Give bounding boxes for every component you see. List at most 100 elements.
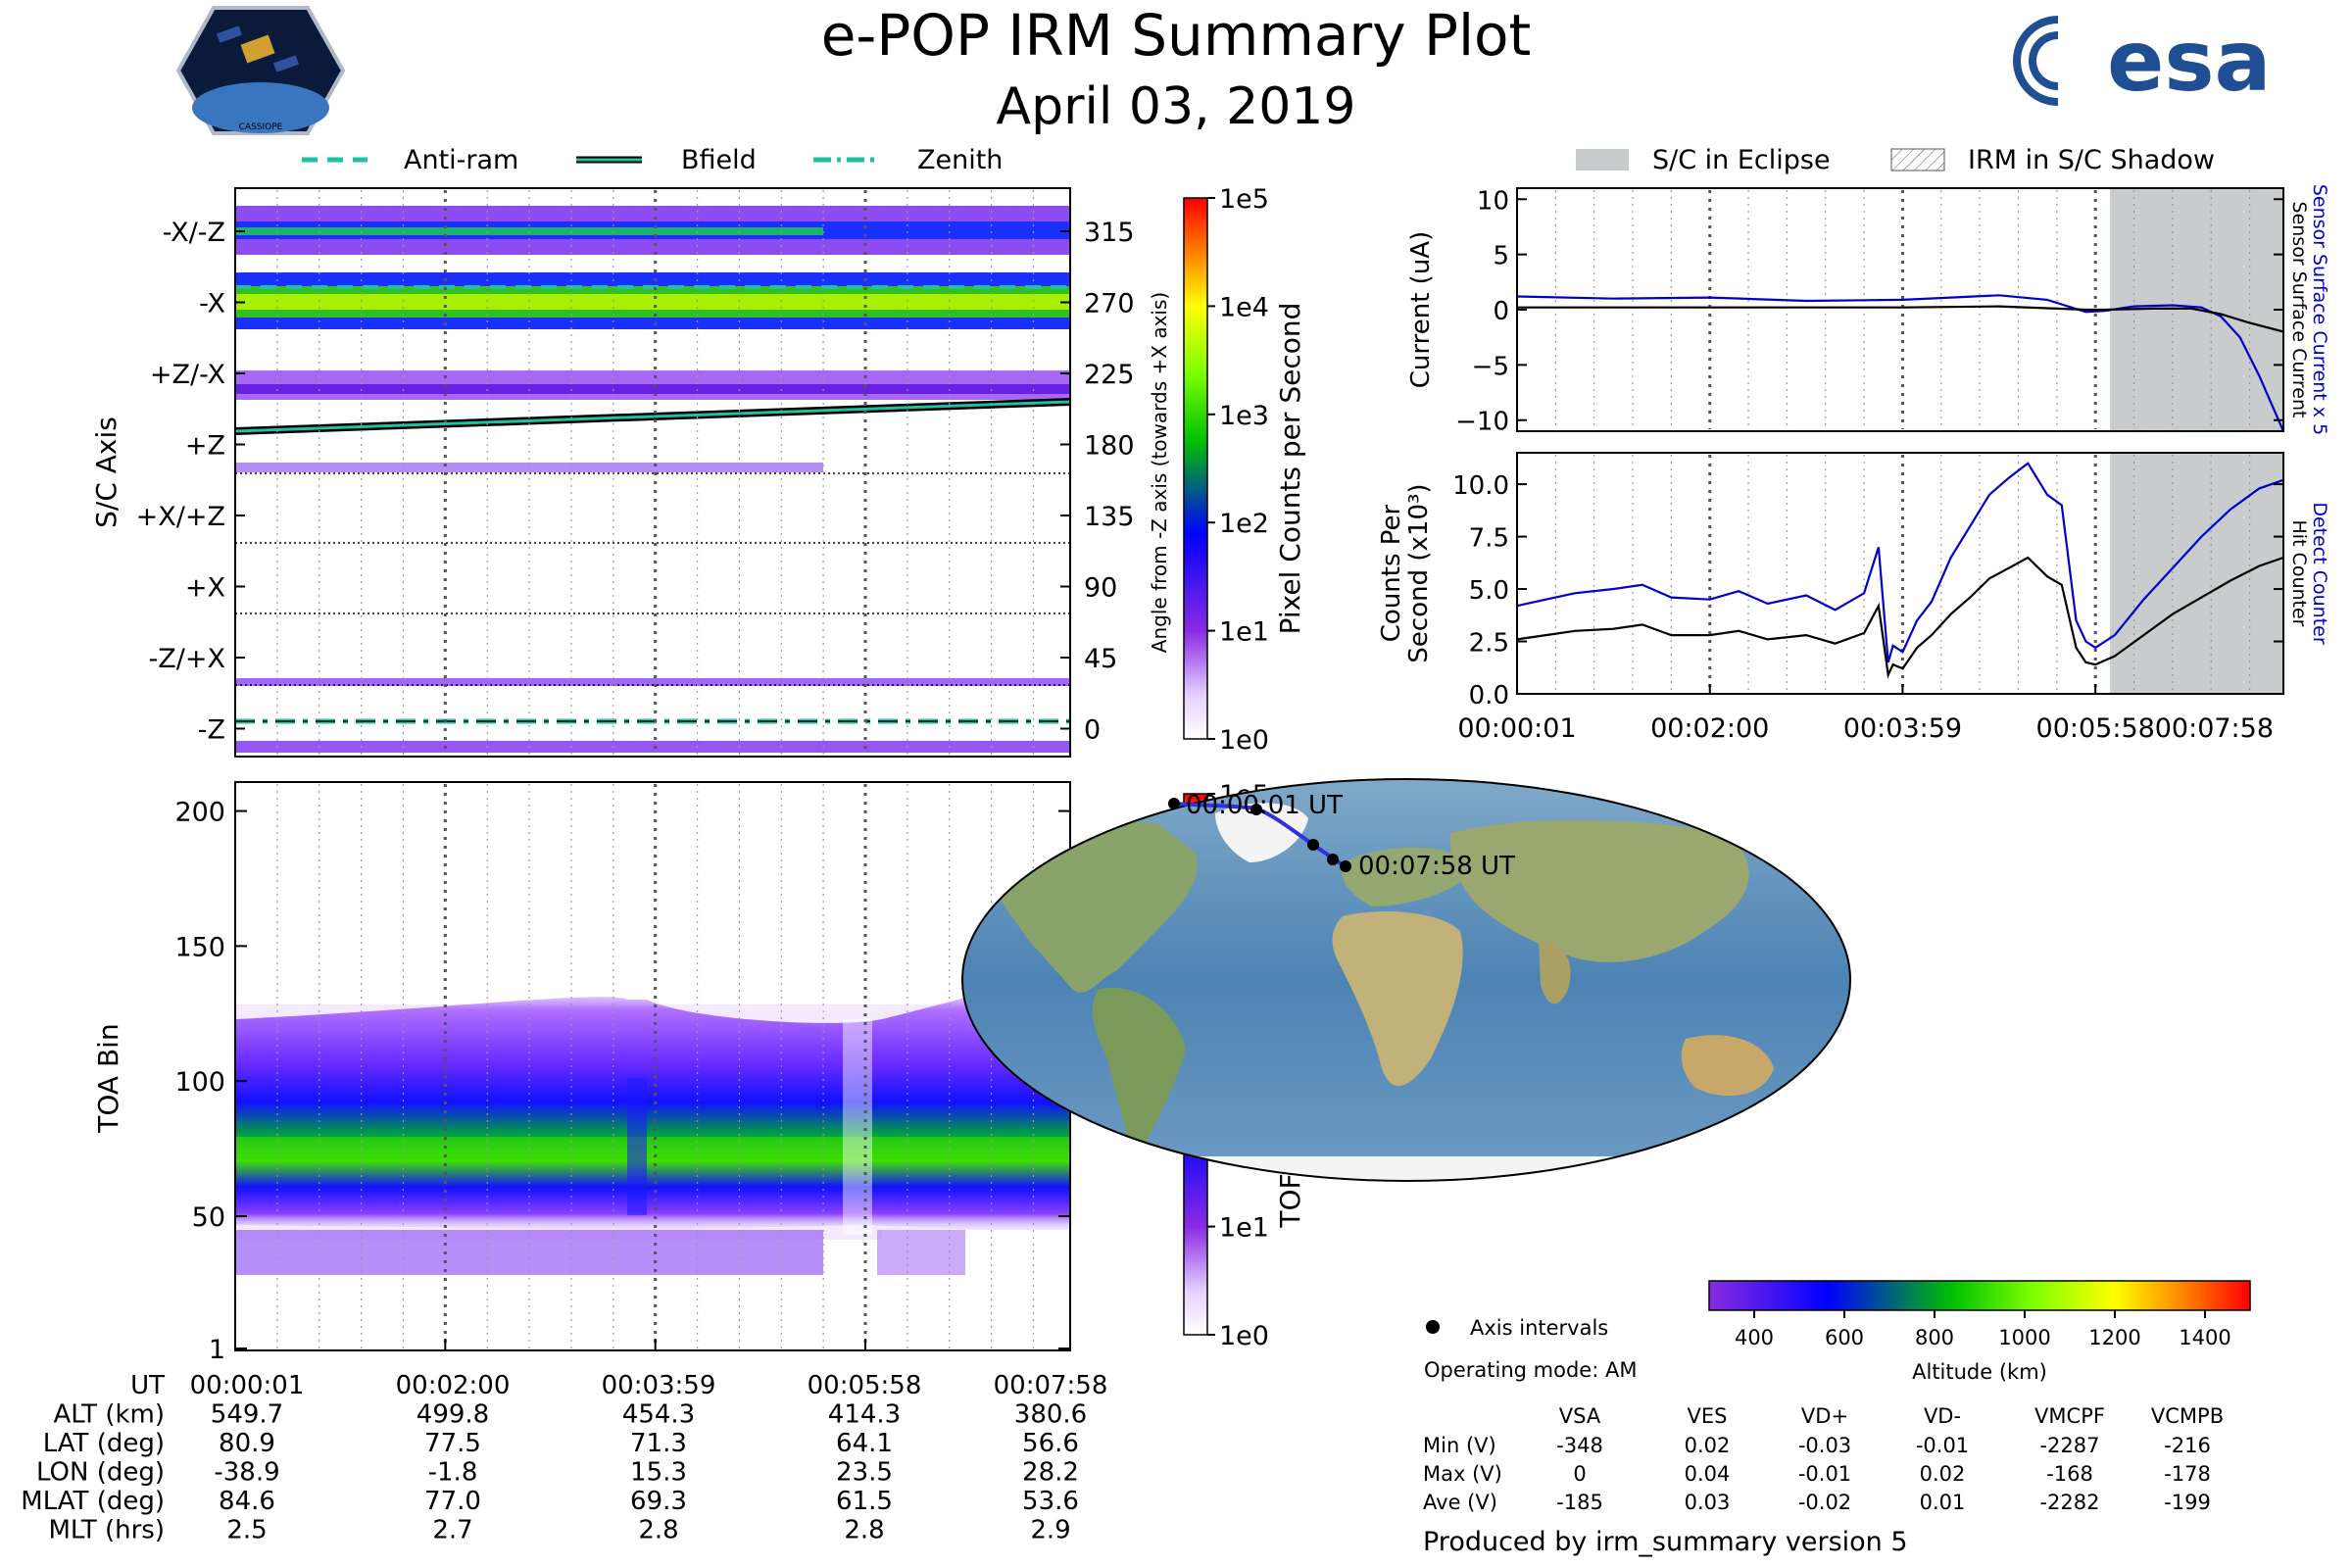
altitude-tick-label: 600 — [1825, 1326, 1864, 1349]
operating-mode-label: Operating mode: AM — [1424, 1358, 1637, 1382]
pixel-panel-category-label: -Z — [198, 715, 225, 746]
voltage-cell: -216 — [2164, 1434, 2211, 1457]
tof-ytick-label: 1 — [209, 1335, 225, 1365]
param-row-label: ALT (km) — [53, 1400, 165, 1430]
pixel-panel-angle-label: 315 — [1084, 218, 1135, 248]
voltage-cell: 0.04 — [1685, 1462, 1731, 1486]
voltage-cell: -168 — [2046, 1462, 2093, 1486]
antarctica-landmass — [962, 1156, 1850, 1181]
voltage-cell: -2287 — [2039, 1434, 2099, 1457]
colorbar-tick-label: 1e2 — [1219, 509, 1269, 539]
param-cell: 00:07:58 — [994, 1371, 1108, 1400]
pixel-panel-angle-label: 90 — [1084, 573, 1117, 604]
param-row-label: MLT (hrs) — [49, 1516, 166, 1545]
track-point — [1250, 804, 1262, 815]
altitude-tick-label: 400 — [1735, 1326, 1774, 1349]
param-cell: 00:05:58 — [808, 1371, 922, 1400]
param-cell: 61.5 — [836, 1487, 893, 1516]
param-cell: 2.9 — [1030, 1516, 1070, 1545]
param-cell: 2.8 — [844, 1516, 884, 1545]
voltage-cell: 0.02 — [1920, 1462, 1966, 1486]
param-cell: 2.8 — [638, 1516, 678, 1545]
pixel-panel-ylabel: S/C Axis — [90, 416, 122, 528]
ytick-label: 2.5 — [1469, 629, 1509, 659]
param-cell: 53.6 — [1022, 1487, 1079, 1516]
australia-landmass — [1681, 1035, 1774, 1097]
param-row-label: LON (deg) — [36, 1458, 165, 1488]
param-cell: 549.7 — [211, 1400, 283, 1430]
param-cell: 23.5 — [836, 1458, 893, 1488]
param-cell: 00:02:00 — [396, 1371, 511, 1400]
bfield-line — [234, 400, 1071, 433]
pixel-panel-ylabel-right: Angle from -Z axis (towards +X axis) — [1148, 292, 1171, 653]
counts-panel — [1516, 452, 2284, 695]
colorbar-tick-label: 1e4 — [1219, 292, 1269, 322]
param-cell: 414.3 — [828, 1400, 901, 1430]
right-time-tick-label: 00:05:58 — [2036, 713, 2155, 744]
right-time-tick-label: 00:02:00 — [1650, 713, 1769, 744]
cassiope-logo: CASSIOPE — [175, 6, 346, 135]
ytick-label: 10 — [1477, 186, 1509, 216]
tof-panel-ylabel: TOA Bin — [92, 1023, 124, 1133]
axis-intervals-label: Axis intervals — [1470, 1316, 1608, 1340]
right-time-tick-label: 00:07:58 — [2155, 713, 2274, 744]
pixel-panel-angle-label: 225 — [1084, 360, 1135, 390]
counts-ylabel-line2: Second (x10³) — [1404, 483, 1434, 662]
series-line — [1516, 462, 2284, 663]
voltage-cell: -0.03 — [1798, 1434, 1851, 1457]
param-cell: 28.2 — [1022, 1458, 1079, 1488]
series-line — [1517, 305, 2284, 333]
voltage-column-header: VMCPF — [2034, 1404, 2105, 1428]
param-cell: 69.3 — [630, 1487, 687, 1516]
param-row-label: LAT (deg) — [43, 1429, 165, 1458]
track-point — [1307, 839, 1319, 851]
india-landmass — [1539, 941, 1571, 1004]
legend-bfield-label: Bfield — [681, 145, 757, 175]
pixel-panel-category-label: +Z/-X — [150, 360, 225, 390]
voltage-cell: 0.02 — [1685, 1434, 1731, 1457]
voltage-cell: -2282 — [2039, 1491, 2099, 1514]
south-america-landmass — [1092, 988, 1186, 1166]
axis-intervals-marker — [1426, 1320, 1440, 1334]
voltage-cell: 0.03 — [1685, 1491, 1731, 1514]
voltage-cell: -199 — [2164, 1491, 2211, 1514]
param-cell: 56.6 — [1022, 1429, 1079, 1458]
ytick-label: −10 — [1455, 408, 1509, 437]
voltage-column-header: VD+ — [1801, 1404, 1848, 1428]
pixel-heatmap-panel — [233, 187, 1072, 758]
esa-logo-text: esa — [2107, 13, 2272, 111]
altitude-tick-label: 1000 — [1998, 1326, 2050, 1349]
pixel-panel-category-label: -X/-Z — [163, 218, 225, 248]
param-cell: 2.5 — [226, 1516, 267, 1545]
greenland-landmass — [1215, 803, 1308, 862]
pixel-panel-angle-label: 45 — [1084, 644, 1117, 674]
param-cell: 84.6 — [219, 1487, 275, 1516]
colorbar-tick-label: 1e0 — [1219, 725, 1269, 756]
param-cell: 380.6 — [1014, 1400, 1087, 1430]
voltage-row-label: Ave (V) — [1423, 1491, 1497, 1514]
current-panel — [1516, 187, 2285, 432]
pixel-panel-angle-label: 0 — [1084, 715, 1101, 746]
param-row-label: UT — [130, 1371, 165, 1400]
tof-ytick-label: 100 — [174, 1067, 225, 1098]
colorbar-tick-label: 1e3 — [1219, 401, 1269, 431]
current-right-label-black: Sensor Surface Current — [2288, 202, 2310, 418]
param-cell: 80.9 — [219, 1429, 275, 1458]
africa-landmass — [1332, 911, 1463, 1087]
altitude-colorbar-label: Altitude (km) — [1912, 1360, 2047, 1384]
ytick-label: 0.0 — [1469, 681, 1509, 710]
legend-eclipse-label: S/C in Eclipse — [1652, 145, 1831, 175]
voltage-column-header: VES — [1688, 1404, 1728, 1428]
ytick-label: 5.0 — [1469, 576, 1509, 606]
voltage-cell: -0.01 — [1798, 1462, 1851, 1486]
pixel-panel-angle-label: 135 — [1084, 502, 1135, 532]
right-time-tick-label: 00:00:01 — [1457, 713, 1576, 744]
altitude-colorbar — [1708, 1280, 2251, 1311]
voltage-cell: 0.01 — [1920, 1491, 1966, 1514]
legend-shadow-label: IRM in S/C Shadow — [1968, 145, 2215, 175]
param-cell: 454.3 — [622, 1400, 695, 1430]
voltage-cell: -348 — [1556, 1434, 1603, 1457]
europe-landmass — [1342, 847, 1460, 906]
pixel-panel-angle-label: 180 — [1084, 431, 1135, 462]
